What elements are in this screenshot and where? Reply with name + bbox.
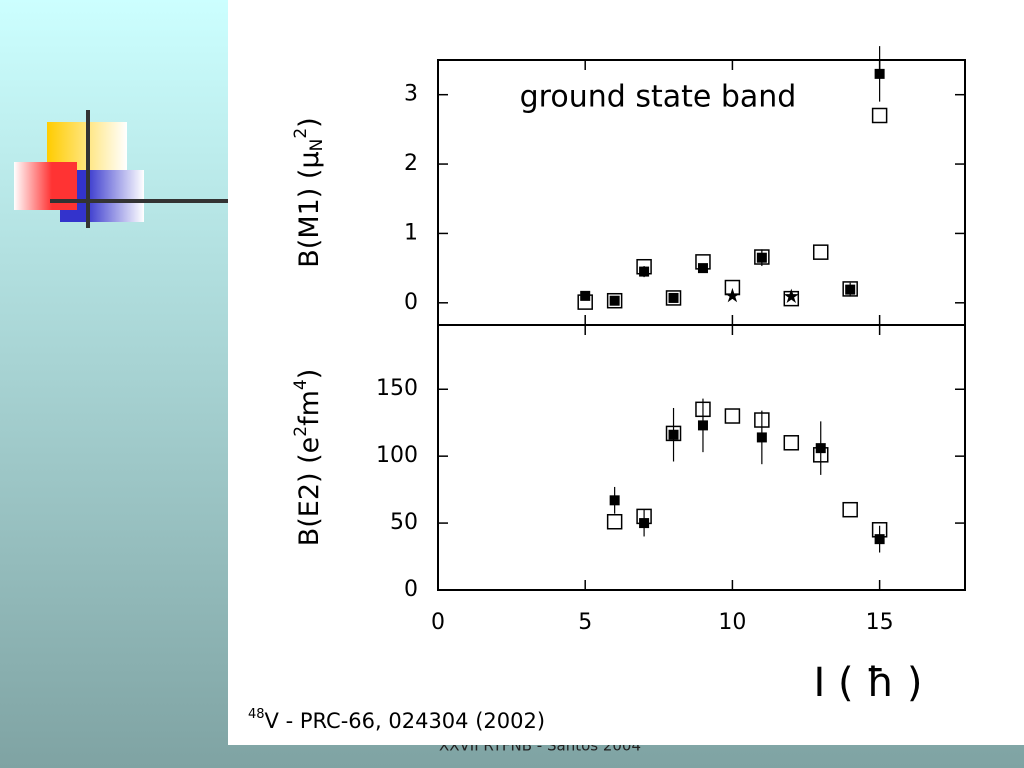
filled-square <box>845 284 856 295</box>
x-tick-label: 5 <box>578 610 592 635</box>
open-square <box>724 408 741 424</box>
filled-square <box>668 429 679 440</box>
y-tick-label: 1 <box>404 220 418 245</box>
x-tick-label: 10 <box>718 610 746 635</box>
y-tick-label: 0 <box>404 290 418 315</box>
open-square <box>783 435 800 451</box>
y-axis-label-part: fm <box>294 390 325 426</box>
filled-square <box>874 68 885 79</box>
y-axis-label-part: 2 <box>291 128 311 139</box>
filled-square <box>874 534 885 545</box>
filled-square <box>639 266 650 277</box>
star <box>783 288 799 303</box>
y-axis-label-part: ) <box>294 369 325 380</box>
y-axis-label-part: 4 <box>291 379 311 390</box>
y-axis-label-part: μ <box>294 151 325 168</box>
filled-square <box>609 495 620 506</box>
y-tick-label: 3 <box>404 82 418 107</box>
y-tick-label: 2 <box>404 151 418 176</box>
filled-square <box>609 295 620 306</box>
open-square <box>665 290 682 306</box>
filled-square <box>815 443 826 454</box>
plot-frame <box>437 324 966 591</box>
open-square <box>871 107 888 124</box>
y-axis-label-part: N <box>307 139 327 152</box>
open-square <box>606 513 623 530</box>
y-axis-label-part: 2 <box>291 426 311 437</box>
open-square <box>842 501 858 518</box>
content-panel <box>228 0 1024 745</box>
caption-sup: 48 <box>248 707 265 722</box>
y-axis-label: B(E2) (e2​fm4​) <box>291 369 325 547</box>
y-tick-label: 150 <box>376 376 418 401</box>
filled-square <box>756 252 767 263</box>
open-square <box>812 244 829 260</box>
star <box>724 287 740 303</box>
filled-square <box>697 420 708 431</box>
x-tick-label: 15 <box>866 610 894 635</box>
filled-square <box>580 290 591 301</box>
annotation: ground state band <box>520 80 797 115</box>
y-axis-label-part: B(M1) ( <box>294 169 325 268</box>
y-tick-label: 0 <box>404 577 418 602</box>
y-tick-label: 50 <box>390 510 418 535</box>
caption-text: V - PRC-66, 024304 (2002) <box>265 709 546 733</box>
x-tick-label: 0 <box>431 610 445 635</box>
filled-square <box>668 292 679 303</box>
y-axis-label-part: B(E2) (e <box>294 437 325 547</box>
x-axis-label: I ( ħ ) <box>814 660 923 706</box>
caption: 48V - PRC-66, 024304 (2002) <box>248 707 545 734</box>
y-axis-label-part: ) <box>294 117 325 128</box>
y-tick-label: 100 <box>376 443 418 468</box>
filled-square <box>756 432 767 443</box>
open-square <box>606 292 623 309</box>
filled-square <box>697 263 708 274</box>
filled-square <box>639 518 650 529</box>
y-axis-label: B(M1) (μN​2​) <box>291 117 327 267</box>
